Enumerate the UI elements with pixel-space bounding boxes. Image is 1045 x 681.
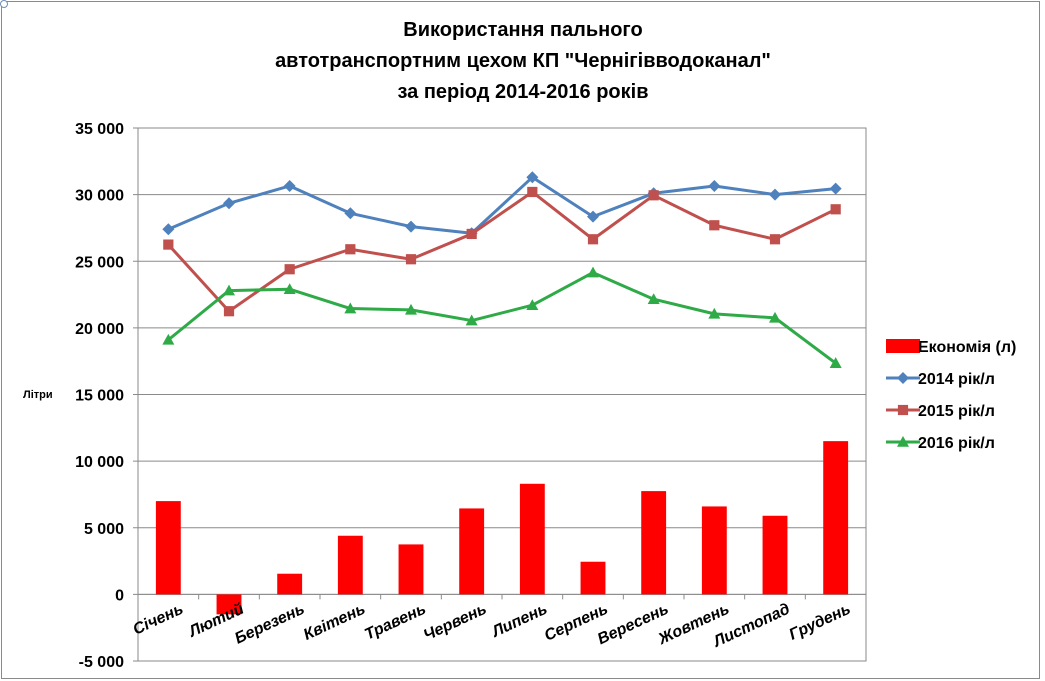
bar-economy xyxy=(519,483,545,595)
x-tick-label: Травень xyxy=(362,601,428,644)
legend-label: 2015 рік/л xyxy=(918,403,995,420)
x-tick-label: Січень xyxy=(130,601,186,639)
x-axis-ticks: Січень ЛютийБерезеньКвітеньТравеньЧервень… xyxy=(130,600,853,651)
data-point xyxy=(345,244,356,255)
y-tick-label: 20 000 xyxy=(75,321,124,338)
data-point xyxy=(283,179,296,192)
y-tick-label: 15 000 xyxy=(75,388,124,405)
data-point xyxy=(527,186,538,198)
data-point xyxy=(769,234,781,245)
legend-marker xyxy=(897,404,909,416)
gridlines xyxy=(137,127,867,662)
bar-economy xyxy=(337,535,363,595)
bar-economy xyxy=(398,544,424,595)
data-point xyxy=(769,311,781,323)
x-tick-label: Липень xyxy=(489,601,550,642)
chart-title: Використання пального автотранспортним це… xyxy=(275,19,771,103)
data-point xyxy=(465,314,478,326)
data-point xyxy=(829,357,842,368)
x-tick-label: Квітень xyxy=(301,601,368,644)
x-tick-label: Червень xyxy=(421,601,489,645)
data-point xyxy=(344,207,357,220)
x-tick-label: Грудень xyxy=(787,601,854,644)
data-point xyxy=(647,293,660,305)
series-line xyxy=(167,175,836,235)
bar-economy xyxy=(277,573,303,595)
data-point xyxy=(648,190,659,201)
y-tick-label: 30 000 xyxy=(75,188,124,205)
data-point xyxy=(223,284,235,296)
line-series-2 xyxy=(163,186,841,317)
data-point xyxy=(223,306,235,317)
y-tick-label: -5 000 xyxy=(79,654,124,671)
y-tick-label: 35 000 xyxy=(75,121,124,138)
data-point xyxy=(708,307,721,319)
data-point xyxy=(587,210,599,223)
line-series-3 xyxy=(162,266,842,368)
bar-series xyxy=(155,441,849,615)
data-point xyxy=(709,220,720,231)
data-point xyxy=(526,299,539,311)
y-tick-label: 25 000 xyxy=(75,254,124,271)
data-point xyxy=(769,188,781,201)
line-series-1 xyxy=(162,171,842,240)
y-axis-label: Літри xyxy=(23,389,53,401)
data-point xyxy=(708,179,721,192)
bar-economy xyxy=(580,561,606,595)
chart-title-line: автотранспортним цехом КП "Чернігівводок… xyxy=(275,50,771,72)
bar-economy xyxy=(762,515,788,595)
x-tick-label: Березень xyxy=(232,601,307,648)
data-point xyxy=(587,266,599,278)
y-tick-label: 5 000 xyxy=(84,521,124,538)
data-point xyxy=(223,197,235,210)
bar-economy xyxy=(216,594,242,615)
data-point xyxy=(526,171,539,184)
legend: Економія (л) 2014 рік/л 2015 рік/л 2016 рік… xyxy=(886,339,1016,452)
data-point xyxy=(162,223,175,236)
data-point xyxy=(405,303,417,315)
y-axis-ticks: -5 000 0 5 000 10 000 15 000 20 000 25 000 30 0… xyxy=(75,121,138,671)
data-point xyxy=(405,254,417,265)
data-point xyxy=(283,283,296,295)
legend-label: 2016 рік/л xyxy=(918,435,995,452)
chart-title-line: Використання пального xyxy=(403,19,642,41)
data-point xyxy=(829,182,842,195)
resize-handle[interactable] xyxy=(0,0,8,8)
legend-marker xyxy=(897,436,909,447)
bar-economy xyxy=(641,491,667,595)
legend-swatch xyxy=(886,339,920,353)
bar-economy xyxy=(459,508,485,595)
legend-label: 2014 рік/л xyxy=(918,371,995,388)
chart-title-line: за період 2014-2016 років xyxy=(397,81,648,103)
data-point xyxy=(162,333,175,345)
data-point xyxy=(405,220,417,233)
data-point xyxy=(344,302,357,314)
bar-economy xyxy=(701,506,727,595)
y-tick-label: 10 000 xyxy=(75,454,124,471)
line-series xyxy=(162,171,842,368)
data-point xyxy=(466,228,477,240)
y-tick-label: 0 xyxy=(115,587,124,604)
series-line xyxy=(167,271,837,365)
data-point xyxy=(163,239,174,250)
bar-economy xyxy=(823,441,849,595)
series-line xyxy=(167,190,837,313)
legend-marker xyxy=(897,372,909,384)
bar-economy xyxy=(155,501,181,595)
data-point xyxy=(284,264,295,275)
legend-label: Економія (л) xyxy=(918,339,1016,356)
data-point xyxy=(830,204,841,215)
data-point xyxy=(587,234,599,245)
